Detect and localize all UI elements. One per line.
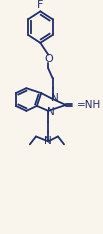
Text: N: N xyxy=(47,107,55,117)
Text: N: N xyxy=(44,136,52,146)
Text: =NH: =NH xyxy=(77,100,101,110)
Text: O: O xyxy=(44,54,53,64)
Text: N: N xyxy=(51,93,59,103)
Text: F: F xyxy=(37,0,44,11)
